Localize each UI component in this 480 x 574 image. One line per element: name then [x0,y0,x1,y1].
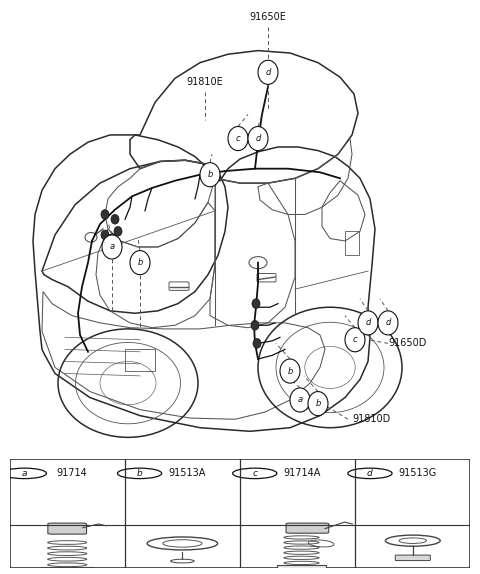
Text: 91714: 91714 [57,468,87,478]
Circle shape [253,339,261,348]
FancyBboxPatch shape [396,555,430,561]
Text: c: c [252,469,257,478]
Circle shape [200,162,220,187]
Text: b: b [137,469,143,478]
Circle shape [130,251,150,275]
Text: b: b [137,258,143,267]
Circle shape [111,215,119,224]
Circle shape [290,388,310,412]
Circle shape [101,210,109,219]
Circle shape [378,311,398,335]
Text: 91810E: 91810E [187,77,223,87]
Text: d: d [385,319,391,327]
Text: a: a [22,469,27,478]
Circle shape [248,126,268,150]
Text: 91513G: 91513G [398,468,436,478]
Text: c: c [236,134,240,143]
Bar [125,350,155,371]
Circle shape [308,391,328,416]
Circle shape [108,234,116,243]
FancyBboxPatch shape [40,567,94,574]
Bar [345,231,359,255]
Text: c: c [353,335,357,344]
Text: d: d [255,134,261,143]
Text: 91714A: 91714A [284,468,321,478]
FancyBboxPatch shape [48,523,86,534]
Circle shape [102,235,122,259]
Circle shape [345,328,365,352]
FancyBboxPatch shape [286,523,329,533]
Text: a: a [298,395,302,405]
Circle shape [251,320,259,330]
Text: 91650D: 91650D [388,338,426,348]
Text: 91513A: 91513A [168,468,206,478]
Text: 91810D: 91810D [352,414,390,424]
Circle shape [101,230,109,240]
Text: a: a [109,242,115,251]
Text: b: b [315,399,321,408]
Circle shape [228,126,248,150]
Circle shape [358,311,378,335]
FancyBboxPatch shape [276,565,326,572]
FancyBboxPatch shape [10,459,470,568]
Circle shape [114,227,122,236]
Circle shape [280,359,300,383]
Circle shape [252,299,260,308]
Text: b: b [288,367,293,375]
Text: d: d [265,68,271,77]
Text: b: b [207,170,213,179]
Text: d: d [365,319,371,327]
Circle shape [258,60,278,84]
Text: d: d [367,469,373,478]
Text: 91650E: 91650E [250,12,287,22]
